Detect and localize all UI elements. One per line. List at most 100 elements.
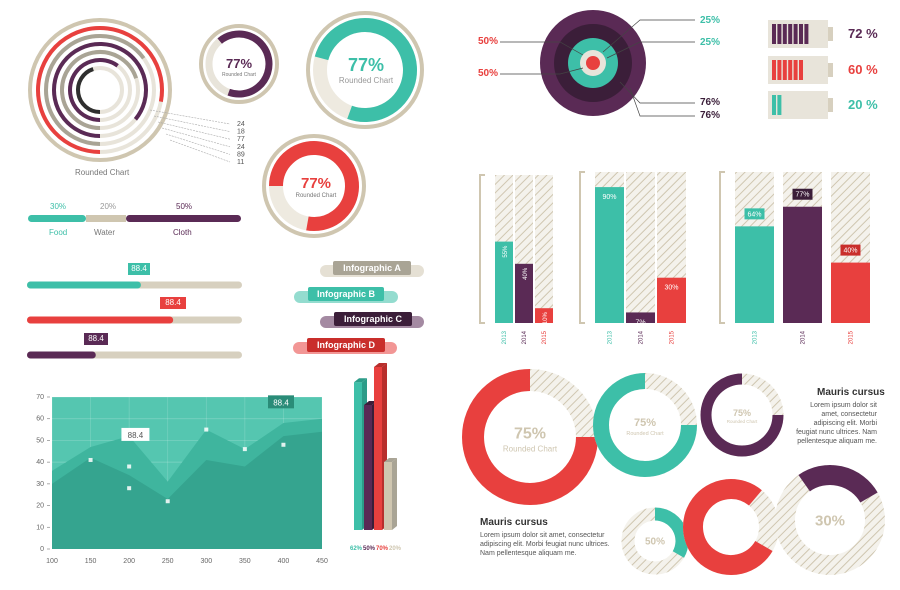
battery-cap	[828, 98, 833, 112]
segment-cloth	[126, 215, 241, 222]
donut75-value: 75%	[514, 426, 546, 443]
concentric-ring-arc	[52, 42, 148, 138]
concentric-legend-value: 18	[237, 129, 245, 136]
bar3d-front	[364, 405, 372, 530]
bar3d-front	[354, 382, 362, 530]
concentric-leader-line	[153, 115, 231, 132]
area-point	[88, 457, 93, 462]
area-xtick-label: 150	[85, 558, 97, 565]
bar-category-label: 2013	[753, 330, 759, 344]
bar3d-label: 20%	[389, 546, 402, 552]
segment-name-food: Food	[49, 228, 68, 237]
bar-category-label: 2015	[670, 330, 676, 344]
bar-data-label: 40%	[843, 248, 857, 255]
battery-cell	[777, 24, 782, 44]
ribbon-d: Infographic D	[307, 338, 385, 352]
concentric-label: Rounded Chart	[75, 168, 130, 177]
bar-category-label: 2014	[801, 330, 807, 344]
area-ytick-label: 30	[36, 481, 44, 488]
bar-2013	[595, 187, 624, 323]
donut-teal-label: Rounded Chart	[338, 76, 394, 85]
area-point	[204, 427, 209, 432]
concentric-leader-line	[157, 121, 231, 140]
area-xtick-label: 400	[278, 558, 290, 565]
battery-cell	[777, 60, 782, 80]
bar-background	[626, 172, 655, 323]
bar-2014	[626, 312, 655, 323]
segment-label-1: 30%	[50, 202, 67, 211]
target-leader-left	[500, 67, 584, 75]
slider-fill	[27, 316, 174, 324]
bar3d-top	[374, 363, 387, 367]
slider-fill	[27, 281, 141, 289]
battery-cell	[793, 24, 798, 44]
donut-red-arc	[269, 141, 359, 231]
donut-bottom-arc	[683, 479, 773, 575]
bar-data-label: 90%	[602, 194, 616, 201]
battery-cell	[788, 24, 793, 44]
concentric-leader-line	[161, 127, 231, 148]
area-ytick-label: 0	[40, 546, 44, 553]
segment-name-cloth: Cloth	[173, 228, 192, 237]
donut75-sublabel: Rounded Chart	[503, 444, 558, 453]
battery-cell	[799, 24, 803, 44]
area-callout-bg	[121, 427, 150, 441]
bar-2015	[831, 262, 870, 323]
area-point	[127, 464, 132, 469]
area-xtick-label: 250	[162, 558, 174, 565]
concentric-leader-line	[165, 133, 231, 155]
bar-data-label: 55%	[503, 245, 509, 258]
text-block-1-heading: Mauris cursus	[817, 387, 885, 398]
bar-category-label: 2013	[502, 330, 508, 344]
barchart-bracket	[579, 171, 585, 324]
target-right-label-2: 25%	[700, 37, 721, 48]
slider-fill	[27, 351, 96, 359]
donut-small-arc	[217, 30, 273, 98]
bar-2014	[783, 206, 822, 323]
target-leader-left	[500, 41, 584, 56]
battery-cell	[788, 60, 793, 80]
battery-cap	[828, 27, 833, 41]
text-block-2-heading: Mauris cursus	[480, 517, 548, 528]
donut-bottom-arc	[654, 507, 689, 558]
ribbon-a: Infographic A	[333, 261, 411, 275]
bar3d-top	[384, 458, 397, 462]
target-leader-right	[619, 81, 695, 104]
ribbon-b: Infographic B	[308, 287, 384, 301]
barchart-bracket	[479, 174, 485, 324]
target-right-label-3: 76%	[700, 97, 721, 108]
text-block-2-body: Lorem ipsum dolor sit amet, consectetur …	[480, 532, 610, 557]
bar-category-label: 2015	[849, 330, 855, 344]
donut75-arc	[593, 373, 697, 477]
battery-cell	[777, 95, 782, 115]
bar-data-label: 10%	[543, 312, 549, 325]
slider-1-value: 88.4	[128, 263, 150, 275]
target-leader-right	[606, 41, 695, 59]
battery-cell	[772, 24, 776, 44]
concentric-legend-value: 89	[237, 151, 245, 158]
donut-bottom-arc	[798, 465, 878, 503]
segment-label-2: 20%	[100, 202, 117, 211]
donut75-sublabel: Rounded Chart	[727, 419, 758, 424]
bar-data-label-bg	[744, 208, 765, 220]
segment-food	[28, 215, 86, 222]
battery-cell	[782, 60, 787, 80]
target-left-label-2: 50%	[478, 68, 499, 79]
concentric-ring-arc	[44, 34, 146, 146]
donut75-value: 75%	[733, 408, 751, 418]
bar3d-side	[392, 458, 397, 530]
donut75-arc	[700, 373, 784, 457]
donut75-arc	[462, 369, 598, 505]
area-ytick-label: 40	[36, 459, 44, 466]
slider-2-value: 88.4	[160, 297, 186, 309]
donut-teal-value: 77%	[347, 55, 385, 75]
bar3d-label: 50%	[363, 546, 376, 552]
battery-cell	[772, 95, 776, 115]
bar3d-front	[374, 367, 382, 530]
target-leader-right	[629, 87, 695, 117]
donut-small-label: Rounded Chart	[222, 72, 256, 78]
donut-small-value: 77%	[225, 56, 253, 71]
area-ytick-label: 70	[36, 394, 44, 401]
bar-data-label: 77%	[795, 192, 809, 199]
